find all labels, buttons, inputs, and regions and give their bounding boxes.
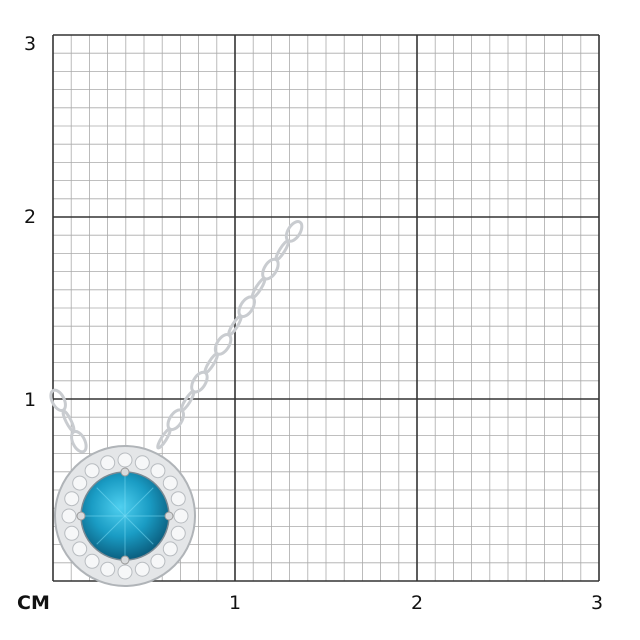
halo-diamond (162, 541, 178, 557)
halo-diamond (150, 553, 166, 569)
halo-diamond (84, 553, 100, 569)
prong (120, 555, 130, 565)
prong (164, 511, 174, 521)
stone-facet (124, 487, 154, 517)
halo-diamond (64, 525, 80, 541)
chain-link (179, 390, 196, 412)
y-label-1: 1 (24, 389, 37, 411)
pendant (54, 445, 196, 587)
prong (76, 511, 86, 521)
y-label-2: 2 (24, 206, 37, 228)
chain-link (49, 388, 67, 413)
halo-diamond (134, 561, 150, 577)
halo-diamond (117, 452, 133, 468)
halo-diamond (84, 463, 100, 479)
chain (49, 220, 304, 454)
halo-diamond (173, 508, 189, 524)
minor-grid-lines (53, 35, 599, 581)
prong (120, 467, 130, 477)
halo-diamond (72, 541, 88, 557)
chain-link (274, 239, 290, 262)
halo-diamond (72, 475, 88, 491)
halo-diamond (162, 475, 178, 491)
stone-facet (96, 515, 126, 545)
halo-diamond (61, 508, 77, 524)
halo-diamond (64, 491, 80, 507)
stone-facet (96, 487, 126, 517)
chain-link (70, 429, 88, 454)
chain-link (156, 427, 172, 450)
halo-diamond (134, 455, 150, 471)
halo-diamond (117, 564, 133, 580)
halo-diamond (170, 525, 186, 541)
halo-diamond (100, 455, 116, 471)
chain-link (61, 409, 76, 433)
halo-diamond (170, 491, 186, 507)
halo-diamond (100, 561, 116, 577)
x-label-1: 1 (229, 592, 242, 614)
stone-facet (124, 515, 154, 545)
unit-label: CM (17, 592, 50, 614)
x-label-3: 3 (591, 592, 604, 614)
x-label-2: 2 (411, 592, 424, 614)
y-label-3: 3 (24, 33, 37, 55)
halo-diamond (150, 463, 166, 479)
